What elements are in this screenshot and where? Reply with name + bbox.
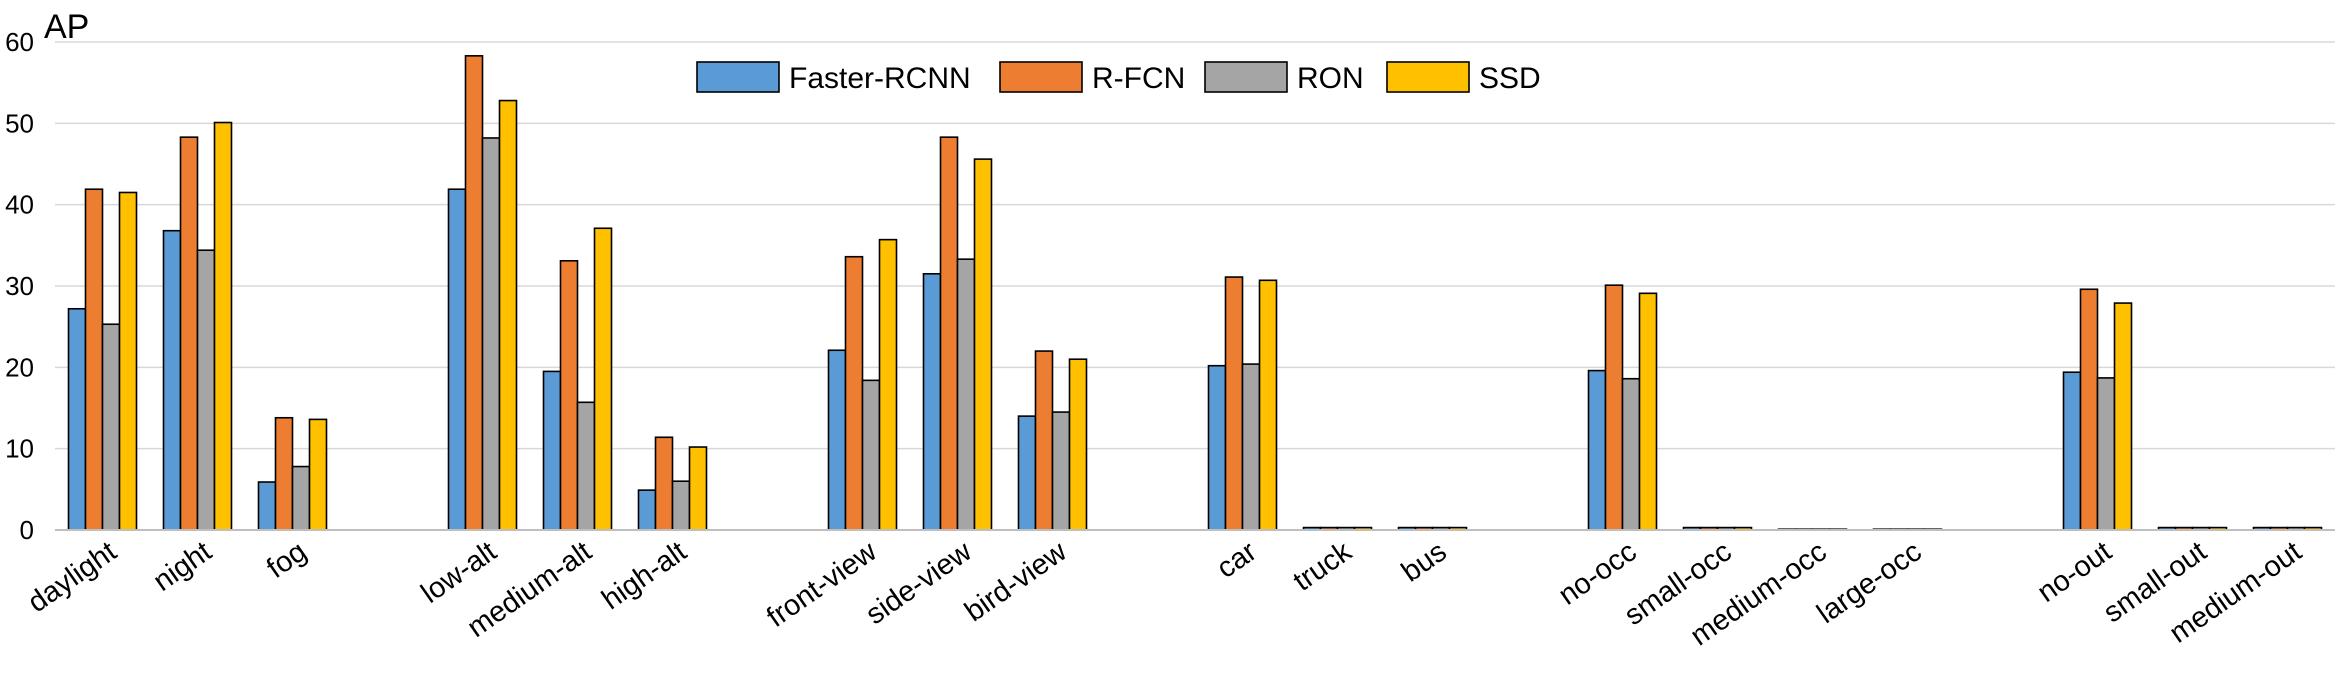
bar-ron [101,323,121,531]
legend-label: RON [1297,62,1364,95]
bar-r-fcn [274,416,294,531]
y-tick-label: 20 [5,352,34,382]
bar-faster-rcnn [1017,415,1037,531]
bar-faster-rcnn [162,229,182,531]
bar-ron [956,258,976,531]
bar-ron [1621,377,1641,531]
bar-faster-rcnn [922,272,942,531]
bar-faster-rcnn [827,349,847,531]
bar-r-fcn [179,136,199,531]
x-tick-label: side-view [860,535,978,631]
gridlines [55,41,2335,450]
y-tick-label: 60 [5,27,34,57]
y-tick-label: 50 [5,108,34,138]
bar-ssd [498,99,518,531]
bar-faster-rcnn [447,188,467,531]
x-tick-label: bus [1396,536,1453,589]
bar-faster-rcnn [2062,371,2082,531]
legend-label: SSD [1479,62,1541,95]
legend-swatch [999,61,1083,93]
bar-ssd [593,227,613,531]
bar-ssd [878,238,898,531]
bar-ssd [1638,292,1658,531]
y-tick-label: 0 [20,515,34,545]
x-tick-label: car [1211,535,1263,585]
bar-ssd [118,191,138,531]
bar-faster-rcnn [1587,369,1607,531]
legend-swatch [1386,61,1470,93]
bar-r-fcn [1224,276,1244,531]
legend-label: R-FCN [1092,62,1185,95]
x-tick-label: front-view [761,535,883,634]
bar-r-fcn [2079,288,2099,531]
bar-ssd [973,158,993,531]
bar-r-fcn [844,255,864,531]
bar-ssd [2113,302,2133,531]
bar-ron [2096,377,2116,531]
x-tick-label: bird-view [959,535,1073,628]
x-tick-label: night [148,536,218,598]
bar-ron [291,465,311,531]
bar-faster-rcnn [1207,364,1227,531]
bar-ssd [308,418,328,531]
bars [67,55,2323,531]
bar-faster-rcnn [257,481,277,531]
bar-faster-rcnn [542,370,562,531]
bar-ron [671,480,691,531]
bar-ron [1241,363,1261,531]
bar-ron [481,137,501,531]
x-tick-label: high-alt [596,536,692,617]
x-tick-label: fog [261,536,312,585]
x-tick-label: large-occ [1811,536,1927,631]
bar-ron [196,249,216,531]
y-tick-label: 40 [5,190,34,220]
bar-ron [1051,411,1071,531]
bar-r-fcn [939,136,959,531]
bar-r-fcn [654,436,674,531]
legend-swatch [696,61,780,93]
bar-faster-rcnn [637,489,657,531]
bar-ssd [688,446,708,531]
x-tick-label: truck [1288,535,1358,598]
bar-r-fcn [1034,350,1054,531]
legend: Faster-RCNN R-FCN RON SSD [696,61,1541,95]
bar-ssd [213,121,233,531]
bar-ssd [1068,358,1088,531]
y-tick-label: 30 [5,271,34,301]
legend-swatch [1204,61,1288,93]
legend-label: Faster-RCNN [789,62,971,95]
bar-ron [576,401,596,531]
bar-r-fcn [464,55,484,531]
y-axis-label: AP [44,8,89,46]
bar-r-fcn [559,259,579,531]
bar-faster-rcnn [67,307,87,531]
bar-r-fcn [84,188,104,531]
y-tick-label: 10 [5,434,34,464]
x-tick-label: daylight [22,536,122,620]
bar-ron [861,379,881,531]
bar-r-fcn [1604,284,1624,531]
bar-ssd [1258,279,1278,531]
